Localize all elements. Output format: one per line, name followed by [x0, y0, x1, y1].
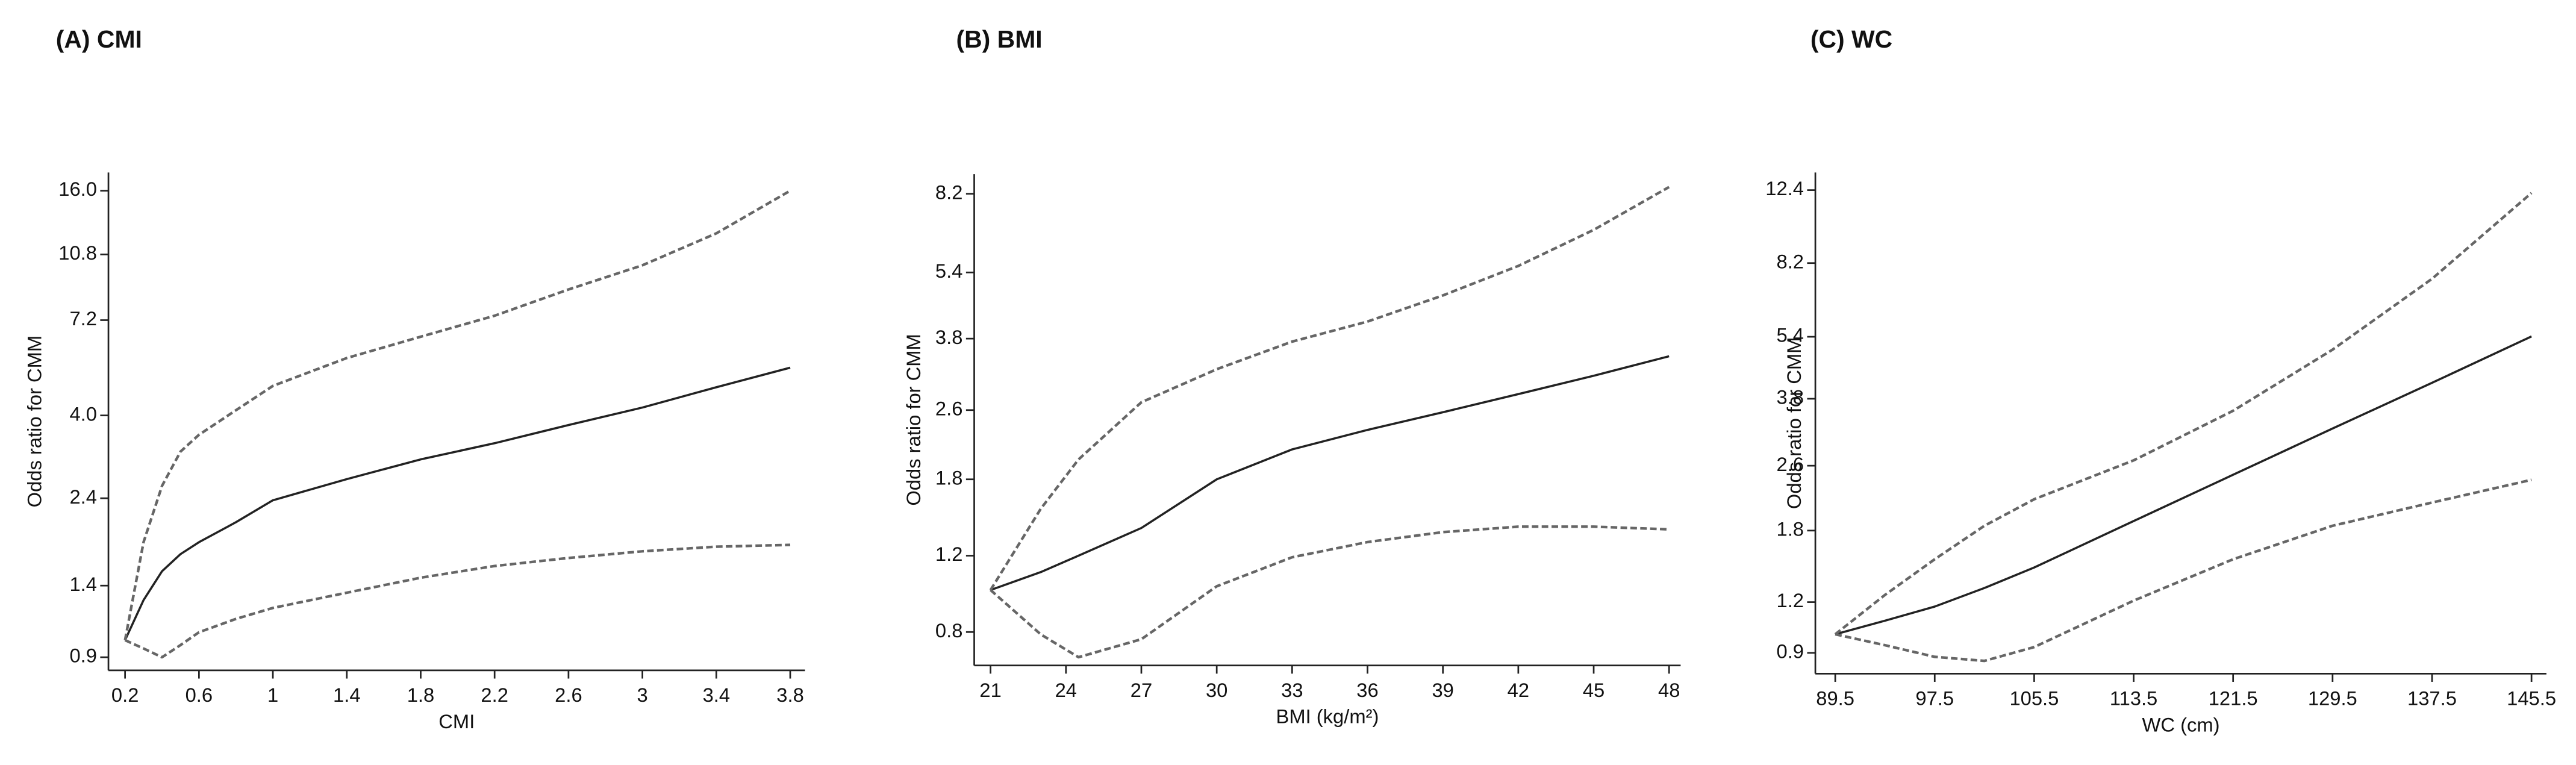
y-tick-label: 16.0 — [58, 178, 97, 200]
ci-line — [990, 525, 1670, 659]
estimate-line — [990, 355, 1670, 592]
x-tick-label: 145.5 — [2507, 687, 2556, 710]
x-tick-label: 1 — [267, 684, 278, 706]
y-tick-label: 3.8 — [935, 326, 962, 348]
y-tick-label: 0.9 — [1777, 640, 1804, 662]
x-tick-label: 3.4 — [703, 684, 730, 706]
x-tick-label: 24 — [1055, 679, 1077, 701]
x-tick-label: 0.2 — [111, 684, 139, 706]
x-tick-label: 1.4 — [333, 684, 360, 706]
x-tick-label: 121.5 — [2209, 687, 2258, 710]
x-tick-label: 3 — [637, 684, 648, 706]
x-tick-label: 113.5 — [2110, 687, 2157, 710]
x-tick-label: 3.8 — [776, 684, 803, 706]
y-tick-label: 1.2 — [1777, 589, 1804, 611]
x-axis-label: CMI — [438, 710, 475, 732]
y-tick-label: 5.4 — [1777, 324, 1804, 346]
ci-line — [989, 186, 1670, 591]
x-tick-label: 105.5 — [2009, 687, 2059, 710]
y-tick-label: 1.8 — [1777, 517, 1804, 540]
y-tick-label: 5.4 — [935, 260, 962, 282]
x-axis-label: BMI (kg/m²) — [1276, 705, 1379, 728]
x-tick-label: 33 — [1281, 679, 1303, 701]
x-tick-label: 30 — [1206, 679, 1227, 701]
x-tick-label: 89.5 — [1816, 687, 1854, 710]
y-tick-label: 1.8 — [935, 466, 962, 489]
x-tick-label: 97.5 — [1915, 687, 1954, 710]
y-tick-label: 10.8 — [58, 242, 97, 264]
x-tick-label: 1.8 — [407, 684, 434, 706]
x-tick-label: 27 — [1131, 679, 1152, 701]
y-tick-label: 8.2 — [935, 181, 962, 203]
chart-title: (B) BMI — [956, 25, 1043, 53]
ci-line — [1835, 478, 2532, 663]
y-tick-label: 2.4 — [69, 486, 96, 508]
ci-line — [124, 543, 791, 659]
x-axis-label: WC (cm) — [2142, 713, 2219, 735]
y-tick-label: 12.4 — [1765, 177, 1804, 199]
ci-line — [123, 189, 791, 641]
y-axis-label: Odds ratio for CMM — [23, 336, 46, 507]
y-tick-label: 3.8 — [1777, 386, 1804, 408]
chart-title: (C) WC — [1810, 25, 1892, 53]
x-tick-label: 42 — [1508, 679, 1529, 701]
x-tick-label: 48 — [1658, 679, 1680, 701]
x-tick-label: 2.6 — [555, 684, 582, 706]
y-tick-label: 0.8 — [935, 619, 962, 642]
x-tick-label: 45 — [1583, 679, 1605, 701]
x-tick-label: 36 — [1356, 679, 1378, 701]
y-axis-label: Odds ratio for CMM — [1783, 337, 1805, 509]
x-tick-label: 129.5 — [2308, 687, 2357, 710]
estimate-line — [1835, 335, 2532, 635]
y-tick-label: 1.4 — [69, 573, 96, 595]
y-tick-label: 8.2 — [1777, 250, 1804, 272]
x-tick-label: 137.5 — [2407, 687, 2457, 710]
y-tick-label: 2.6 — [1777, 453, 1804, 475]
x-tick-label: 2.2 — [481, 684, 508, 706]
x-tick-label: 39 — [1432, 679, 1453, 701]
x-tick-label: 21 — [979, 679, 1001, 701]
y-tick-label: 0.9 — [69, 645, 96, 667]
x-tick-label: 0.6 — [186, 684, 213, 706]
y-axis-label: Odds ratio for CMM — [902, 334, 925, 505]
y-tick-label: 2.6 — [935, 397, 962, 419]
ci-line — [1834, 192, 2533, 635]
y-tick-label: 1.2 — [935, 543, 962, 565]
y-tick-label: 7.2 — [69, 307, 96, 329]
y-tick-label: 4.0 — [69, 402, 96, 425]
chart-title: (A) CMI — [56, 25, 142, 53]
estimate-line — [124, 366, 791, 641]
